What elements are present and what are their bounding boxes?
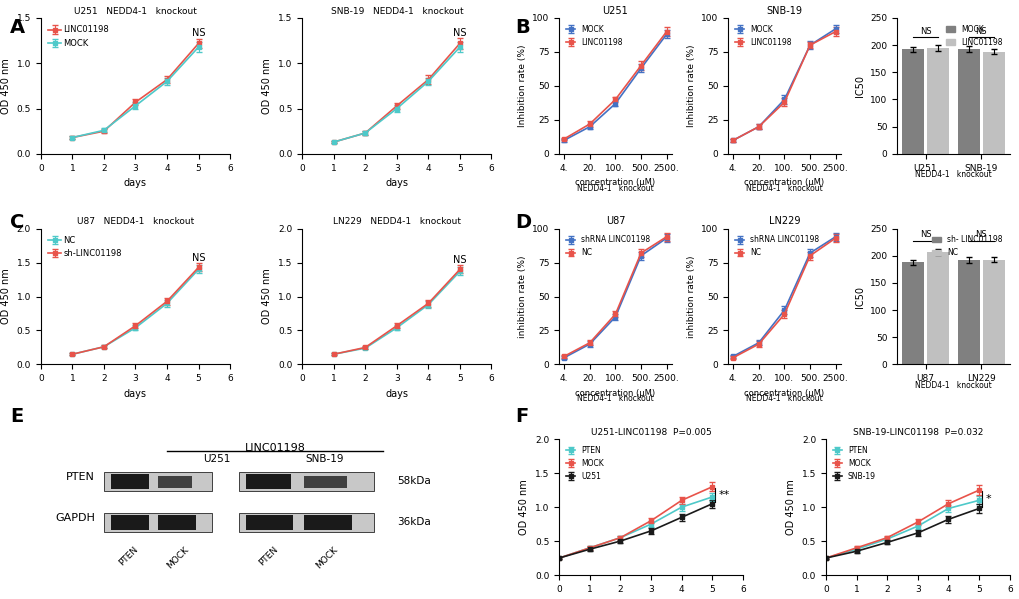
Legend: shRNA LINC01198, NC: shRNA LINC01198, NC [562,232,653,261]
Text: 36kDa: 36kDa [396,517,430,527]
Legend: MOCK, LINC01198: MOCK, LINC01198 [732,22,794,50]
Y-axis label: IC50: IC50 [854,286,864,307]
Bar [110,515,149,530]
Y-axis label: OD 450 nm: OD 450 nm [519,479,529,535]
Bar [246,515,292,530]
Legend: NC, sh-LINC01198: NC, sh-LINC01198 [45,233,125,262]
Y-axis label: OD 450 nm: OD 450 nm [262,268,272,325]
Text: NS: NS [452,28,467,38]
Title: SNB-19   NEDD4-1   knockout: SNB-19 NEDD4-1 knockout [330,7,463,16]
Bar [104,472,212,491]
Text: NS: NS [919,27,930,36]
Y-axis label: Inhibition rate (%): Inhibition rate (%) [686,45,695,127]
Text: PTEN: PTEN [117,545,140,568]
Text: U251: U251 [203,454,230,464]
Bar [926,252,948,364]
Legend: PTEN, MOCK, U251: PTEN, MOCK, U251 [562,443,606,484]
Title: U251-LINC01198  P=0.005: U251-LINC01198 P=0.005 [590,428,711,437]
Text: C: C [10,213,24,232]
Text: NEDD4-1   knockout: NEDD4-1 knockout [914,381,990,390]
Title: U251   NEDD4-1   knockout: U251 NEDD4-1 knockout [74,7,197,16]
Title: SNB-19: SNB-19 [765,6,802,16]
Text: A: A [10,18,25,37]
Y-axis label: OD 450 nm: OD 450 nm [1,58,11,114]
Text: LINC01198: LINC01198 [245,443,306,453]
Text: NEDD4-1   knockout: NEDD4-1 knockout [577,394,653,403]
Bar [926,48,948,154]
X-axis label: days: days [385,178,408,188]
Bar [238,472,374,491]
Bar [982,259,1004,364]
Bar [238,513,374,531]
Text: NS: NS [192,253,205,263]
X-axis label: concentration (μM): concentration (μM) [575,389,655,398]
Text: F: F [515,407,528,426]
Legend: MOCK, LINC01198: MOCK, LINC01198 [562,22,626,50]
Y-axis label: inhibition rate (%): inhibition rate (%) [686,255,695,338]
Y-axis label: OD 450 nm: OD 450 nm [262,58,272,114]
Legend: sh- LINC01198, NC: sh- LINC01198, NC [928,232,1005,261]
Text: NEDD4-1   knockout: NEDD4-1 knockout [577,184,653,193]
Title: U251: U251 [602,6,628,16]
Text: NS: NS [919,231,930,240]
Bar [957,260,979,364]
Y-axis label: IC50: IC50 [854,75,864,97]
X-axis label: concentration (μM): concentration (μM) [575,178,655,187]
Y-axis label: OD 450 nm: OD 450 nm [1,268,11,325]
Title: U87: U87 [605,216,625,226]
Legend: MOCK, LINC01198: MOCK, LINC01198 [943,22,1005,50]
Text: NEDD4-1   knockout: NEDD4-1 knockout [745,394,822,403]
Y-axis label: Inhibition rate (%): Inhibition rate (%) [517,45,526,127]
Legend: PTEN, MOCK, SNB-19: PTEN, MOCK, SNB-19 [828,443,878,484]
Text: PTEN: PTEN [257,545,279,568]
Bar [104,513,212,531]
Bar [304,515,352,530]
Bar [957,49,979,154]
Bar [304,476,346,488]
Text: 58kDa: 58kDa [396,476,430,486]
Text: *: * [984,494,989,504]
Legend: LINC01198, MOCK: LINC01198, MOCK [45,22,112,51]
Bar [902,262,923,364]
Bar [982,52,1004,154]
Text: **: ** [717,490,729,500]
Text: E: E [10,407,23,426]
Text: MOCK: MOCK [165,545,191,570]
Bar [246,474,290,489]
Text: D: D [515,213,531,232]
Y-axis label: OD 450 nm: OD 450 nm [786,479,796,535]
Bar [110,474,149,489]
Bar [158,515,196,530]
Title: SNB-19-LINC01198  P=0.032: SNB-19-LINC01198 P=0.032 [852,428,982,437]
Title: LN229   NEDD4-1   knockout: LN229 NEDD4-1 knockout [332,217,461,226]
Text: SNB-19: SNB-19 [305,454,343,464]
Text: NS: NS [974,231,986,240]
Bar [158,476,192,488]
X-axis label: days: days [124,389,147,399]
Text: NEDD4-1   knockout: NEDD4-1 knockout [914,170,990,179]
Text: PTEN: PTEN [66,472,95,482]
Title: LN229: LN229 [768,216,800,226]
X-axis label: concentration (μM): concentration (μM) [744,389,823,398]
Text: GAPDH: GAPDH [55,513,95,523]
Text: NS: NS [452,255,467,265]
X-axis label: days: days [124,178,147,188]
Y-axis label: inhibition rate (%): inhibition rate (%) [517,255,526,338]
Text: NS: NS [974,27,986,36]
X-axis label: concentration (μM): concentration (μM) [744,178,823,187]
Text: NS: NS [192,28,205,38]
Text: NEDD4-1   knockout: NEDD4-1 knockout [745,184,822,193]
X-axis label: days: days [385,389,408,399]
Title: U87   NEDD4-1   knockout: U87 NEDD4-1 knockout [76,217,194,226]
Legend: shRNA LINC01198, NC: shRNA LINC01198, NC [732,232,821,261]
Text: MOCK: MOCK [314,545,339,570]
Bar [902,50,923,154]
Text: B: B [515,18,529,37]
